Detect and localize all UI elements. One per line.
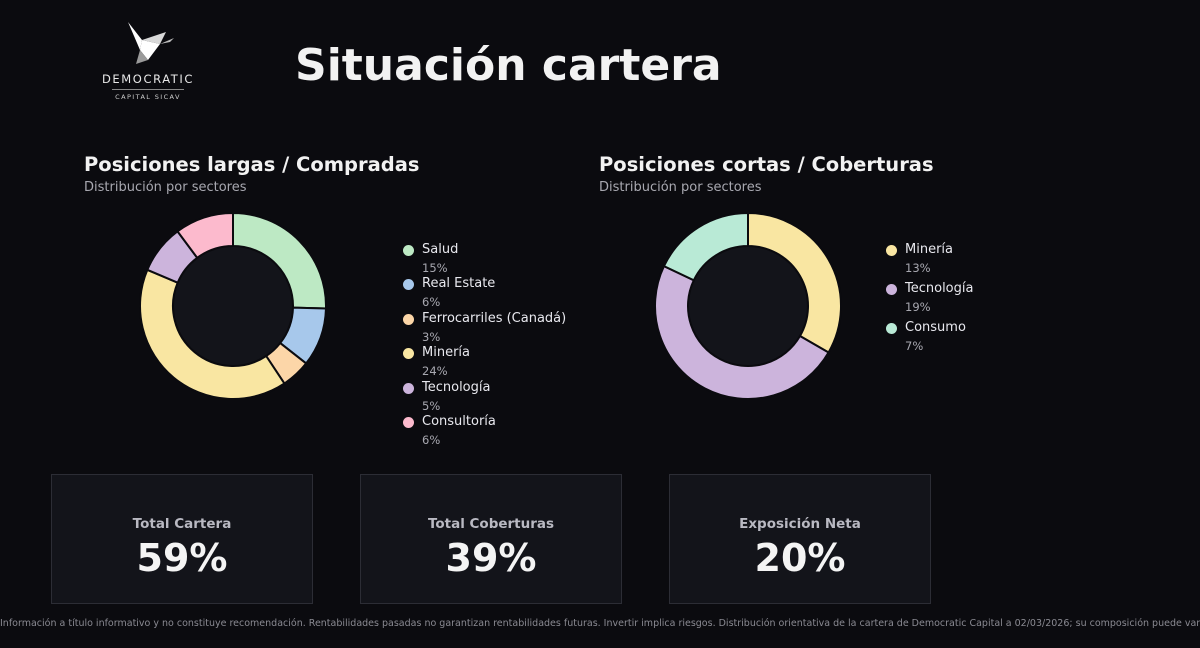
legend-item-tecnologia: Tecnología 19% (886, 281, 973, 320)
legend-item-salud: Salud 15% (403, 242, 566, 276)
short-positions-legend: Minería 13% Tecnología 19% Consumo 7% (886, 242, 973, 359)
page-title: Situación cartera (295, 40, 722, 91)
legend-swatch (403, 382, 414, 394)
legend-swatch (403, 348, 414, 360)
legend-value: 3% (422, 329, 441, 344)
brand-sub: CAPITAL SICAV (115, 93, 181, 101)
legend-value: 24% (422, 364, 448, 379)
slice-mineria (747, 211, 842, 354)
brand-name: DEMOCRATIC (101, 72, 195, 86)
brand-logo: DEMOCRATIC CAPITAL SICAV (98, 20, 198, 110)
kpi-net-card: Exposición Neta 20% (669, 474, 931, 604)
legend-value: 15% (422, 261, 448, 275)
kpi-total-value: 59% (136, 536, 228, 580)
legend-swatch (886, 284, 897, 295)
slice-consumo (662, 211, 749, 282)
brand-divider (112, 89, 184, 90)
legend-label: Minería (905, 242, 953, 257)
long-chart-subtitle: Distribución por sectores (84, 180, 247, 195)
kpi-net-label: Exposición Neta (739, 516, 861, 532)
legend-value: 13% (905, 261, 931, 275)
legend-label: Ferrocarriles (Canadá) (422, 310, 567, 326)
legend-swatch (886, 245, 897, 256)
legend-item-tecnologia: Tecnología 5% (403, 380, 566, 414)
slice-mineria (139, 268, 286, 400)
legend-label: Consumo (905, 320, 966, 335)
legend-item-ferrocarriles-canada: Ferrocarriles (Canadá) 3% (403, 311, 566, 345)
kpi-net-value: 20% (754, 536, 846, 580)
long-positions-donut (139, 211, 327, 400)
legend-label: Salud (422, 242, 459, 257)
kpi-coverage-label: Total Coberturas (427, 516, 555, 532)
legend-label: Tecnología (905, 281, 974, 296)
short-chart-subtitle: Distribución por sectores (599, 180, 762, 195)
legend-label: Real Estate (422, 276, 496, 292)
short-positions-donut (654, 211, 842, 400)
legend-value: 5% (422, 398, 441, 413)
legend-swatch (886, 323, 897, 334)
legend-label: Consultoría (422, 413, 496, 429)
long-positions-legend: Salud 15% Real Estate 6% Ferrocarriles (Cana… (403, 242, 566, 448)
legend-value: 6% (422, 295, 441, 310)
legend-value: 6% (422, 432, 441, 447)
legend-value: 19% (905, 300, 931, 314)
slice-tecnologia (654, 264, 830, 400)
legend-item-mineria: Minería 13% (886, 242, 973, 281)
legend-label: Minería (422, 345, 470, 361)
legend-swatch (403, 416, 414, 428)
slice-consultoria (176, 211, 234, 260)
legend-swatch (403, 279, 414, 291)
legend-swatch (403, 313, 414, 325)
legend-label: Tecnología (422, 379, 491, 395)
legend-item-mineria: Minería 24% (403, 345, 566, 379)
legend-value: 7% (905, 339, 924, 353)
donut-hole (174, 247, 292, 365)
kpi-total-label: Total Cartera (132, 516, 232, 532)
kpi-total-card: Total Cartera 59% (51, 474, 313, 604)
legend-swatch (403, 245, 414, 256)
disclaimer-footer: Información a título informativo y no co… (0, 618, 1200, 629)
legend-item-consumo: Consumo 7% (886, 320, 973, 359)
short-chart-title: Posiciones cortas / Coberturas (599, 153, 934, 176)
legend-item-real-estate: Real Estate 6% (403, 276, 566, 310)
kpi-coverage-card: Total Coberturas 39% (360, 474, 622, 604)
donut-hole (689, 247, 807, 365)
kpi-coverage-value: 39% (445, 536, 537, 580)
long-chart-title: Posiciones largas / Compradas (84, 153, 420, 176)
paper-crane-icon (128, 22, 174, 64)
legend-item-consultoria: Consultoría 6% (403, 414, 566, 448)
